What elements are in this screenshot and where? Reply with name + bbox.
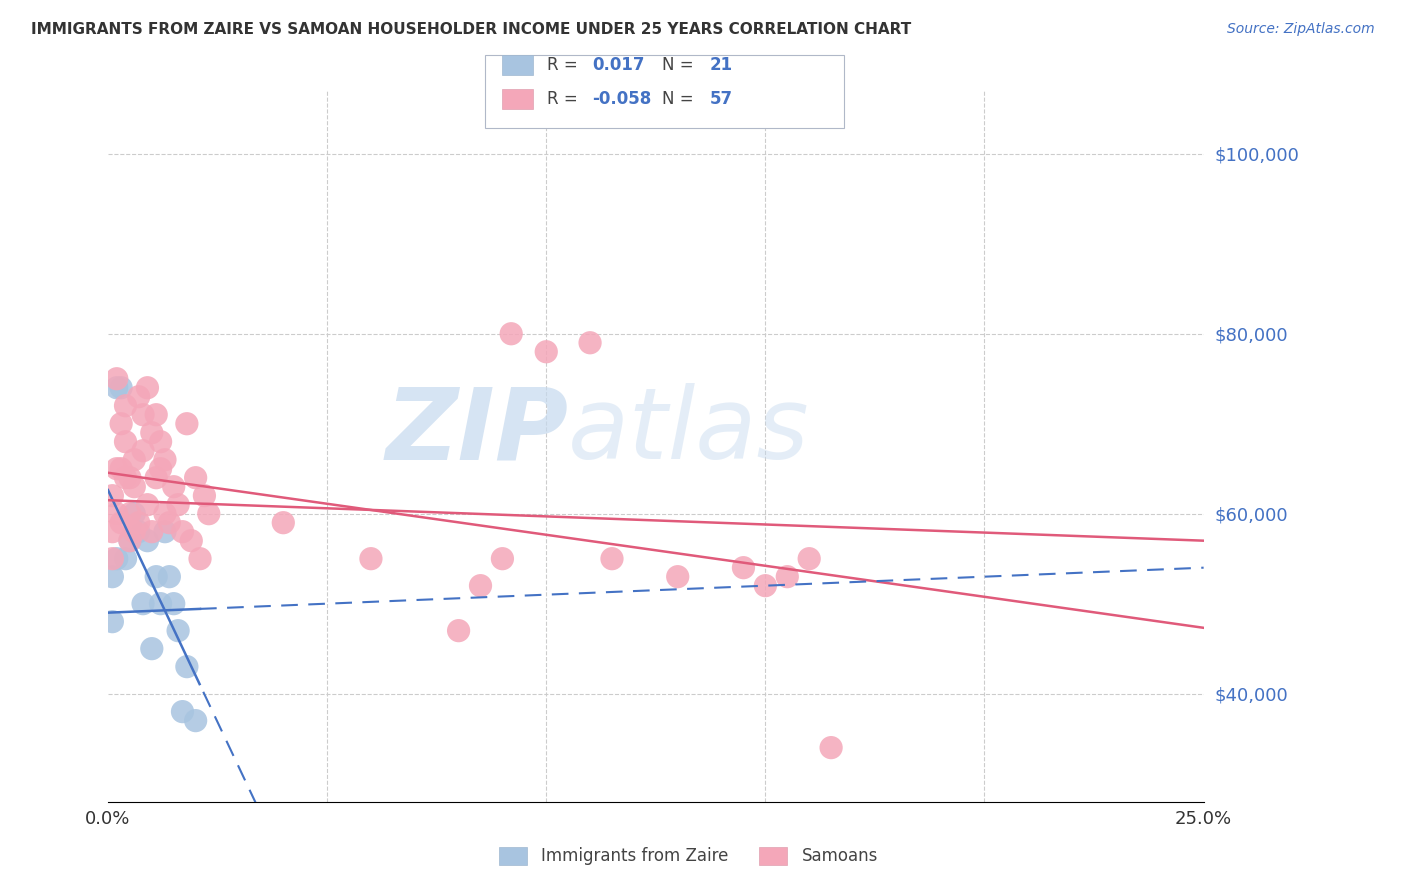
Point [153,452,176,467]
Point [124,480,146,494]
Point [124,452,146,467]
Point [754,579,776,593]
Point [141,641,163,656]
Point [360,551,382,566]
Point [167,498,190,512]
Point [124,507,146,521]
Point [172,524,194,539]
Point [136,498,159,512]
Text: ZIP: ZIP [385,384,568,481]
Point [118,471,141,485]
Text: R =: R = [547,56,588,74]
Text: Source: ZipAtlas.com: Source: ZipAtlas.com [1227,22,1375,37]
Point [149,597,172,611]
Point [105,551,128,566]
Text: Samoans: Samoans [801,847,877,865]
Point [101,551,124,566]
Point [132,597,155,611]
Text: N =: N = [662,56,704,74]
Text: R =: R = [547,90,588,108]
Point [101,489,124,503]
Text: N =: N = [662,90,704,108]
Point [136,533,159,548]
Point [114,399,136,413]
Point [141,425,163,440]
Point [193,489,215,503]
Point [491,551,513,566]
Point [600,551,623,566]
Point [184,714,207,728]
Point [128,390,150,404]
Text: Immigrants from Zaire: Immigrants from Zaire [541,847,728,865]
Text: -0.058: -0.058 [592,90,651,108]
Point [799,551,821,566]
Point [124,524,146,539]
Point [157,569,180,583]
Point [105,507,128,521]
Point [101,569,124,583]
Point [141,524,163,539]
Point [153,507,176,521]
Point [180,533,202,548]
Text: atlas: atlas [568,384,810,481]
Point [149,461,172,475]
Point [128,524,150,539]
Point [188,551,211,566]
Point [114,551,136,566]
Point [145,408,167,422]
Point [110,381,132,395]
Point [172,705,194,719]
Point [163,480,186,494]
Point [176,659,198,673]
Point [105,381,128,395]
Point [118,507,141,521]
Point [579,335,602,350]
Point [145,569,167,583]
Point [114,471,136,485]
Point [447,624,470,638]
Point [110,461,132,475]
Point [118,533,141,548]
Point [118,533,141,548]
Text: 57: 57 [710,90,733,108]
Point [149,434,172,449]
Point [666,569,689,583]
Point [128,516,150,530]
Point [132,443,155,458]
Text: 21: 21 [710,56,733,74]
Point [105,461,128,475]
Point [501,326,523,341]
Point [114,434,136,449]
Point [733,560,755,574]
Point [167,624,190,638]
Point [184,471,207,485]
Point [153,524,176,539]
Point [145,471,167,485]
Point [536,344,558,359]
Point [157,516,180,530]
Point [470,579,492,593]
Point [101,615,124,629]
Point [136,381,159,395]
Point [271,516,294,530]
Point [132,408,155,422]
Point [176,417,198,431]
Point [110,417,132,431]
Point [101,524,124,539]
Text: 0.017: 0.017 [592,56,644,74]
Point [776,569,799,583]
Point [820,740,842,755]
Text: IMMIGRANTS FROM ZAIRE VS SAMOAN HOUSEHOLDER INCOME UNDER 25 YEARS CORRELATION CH: IMMIGRANTS FROM ZAIRE VS SAMOAN HOUSEHOL… [31,22,911,37]
Point [163,597,186,611]
Point [105,372,128,386]
Point [197,507,219,521]
Point [110,516,132,530]
